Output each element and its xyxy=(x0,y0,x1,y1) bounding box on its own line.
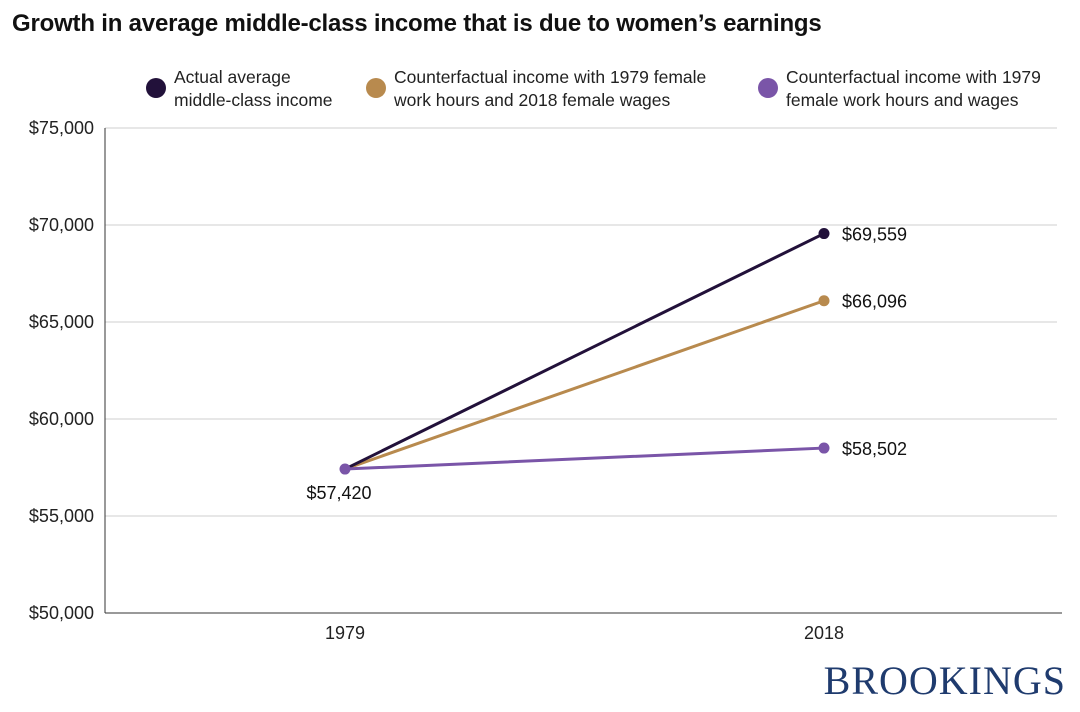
y-tick-label: $50,000 xyxy=(29,603,94,623)
data-point xyxy=(818,228,830,240)
data-point xyxy=(339,463,351,475)
data-label: $58,502 xyxy=(842,439,907,459)
x-tick-label: 2018 xyxy=(804,623,844,643)
y-tick-label: $75,000 xyxy=(29,118,94,138)
data-point xyxy=(818,442,830,454)
legend-item-counterfactual-1979: Counterfactual income with 1979 female w… xyxy=(758,66,1041,112)
series-line xyxy=(343,446,826,471)
y-tick-label: $60,000 xyxy=(29,409,94,429)
legend-item-counterfactual-2018-wages: Counterfactual income with 1979 female w… xyxy=(366,66,706,112)
legend-label-counterfactual-2018-wages: Counterfactual income with 1979 female w… xyxy=(394,67,707,110)
legend-swatch-actual xyxy=(146,78,166,98)
y-tick-label: $55,000 xyxy=(29,506,94,526)
x-tick-label: 1979 xyxy=(325,623,365,643)
data-point xyxy=(818,295,830,307)
y-tick-label: $65,000 xyxy=(29,312,94,332)
series-line xyxy=(343,232,826,471)
legend-label-counterfactual-1979: Counterfactual income with 1979 female w… xyxy=(786,67,1041,110)
data-label: $57,420 xyxy=(306,483,371,503)
data-label: $69,559 xyxy=(842,225,907,245)
series-line xyxy=(343,299,826,471)
legend-label-actual: Actual average middle-class income xyxy=(174,67,333,110)
chart-title: Growth in average middle-class income th… xyxy=(12,10,822,37)
legend-swatch-counterfactual-2018-wages xyxy=(366,78,386,98)
legend-swatch-counterfactual-1979 xyxy=(758,78,778,98)
brookings-logo: BROOKINGS xyxy=(823,658,1066,703)
data-label: $66,096 xyxy=(842,292,907,312)
y-tick-label: $70,000 xyxy=(29,215,94,235)
legend-item-actual: Actual average middle-class income xyxy=(146,66,333,112)
